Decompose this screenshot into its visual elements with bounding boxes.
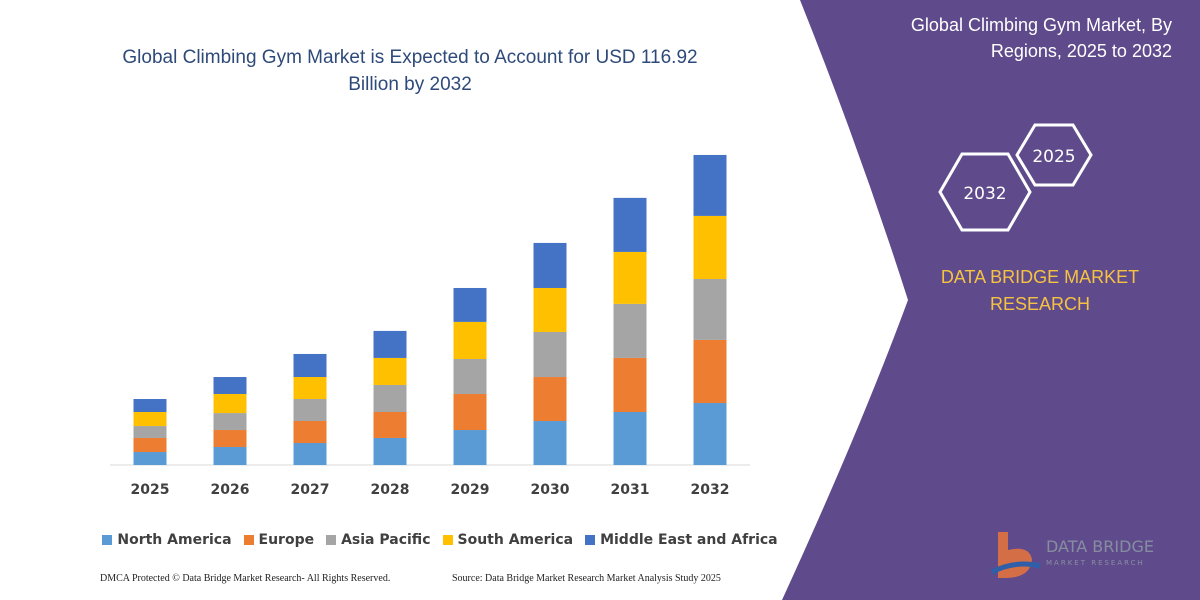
legend-item: Middle East and Africa bbox=[585, 532, 778, 548]
bar-segment bbox=[453, 321, 487, 359]
legend-item: Asia Pacific bbox=[326, 532, 431, 548]
logo-tagline: MARKET RESEARCH bbox=[1046, 559, 1145, 567]
bar-segment bbox=[213, 430, 247, 447]
legend: North America Europe Asia Pacific South Ame… bbox=[102, 532, 778, 548]
legend-label: Asia Pacific bbox=[341, 532, 431, 548]
footer-left: DMCA Protected © Data Bridge Market Rese… bbox=[100, 573, 391, 584]
bar-segment bbox=[533, 377, 567, 422]
bar-segment bbox=[293, 353, 327, 378]
bar-segment bbox=[693, 339, 727, 403]
logo: DATA BRIDGE MARKET RESEARCH bbox=[990, 532, 1154, 578]
bar-segment bbox=[453, 359, 487, 394]
legend-swatch bbox=[243, 535, 254, 545]
legend-label: North America bbox=[117, 532, 232, 548]
logo-mark bbox=[990, 561, 1041, 575]
legend-swatch bbox=[102, 535, 113, 545]
x-tick-label: 2025 bbox=[131, 482, 170, 498]
bar-segment bbox=[693, 215, 727, 279]
brand: DATA BRIDGE MARKET RESEARCH bbox=[940, 267, 1140, 314]
legend-label: Middle East and Africa bbox=[600, 532, 778, 548]
hex-label: 2032 bbox=[963, 184, 1006, 204]
bar-segment bbox=[293, 399, 327, 422]
bar-segment bbox=[453, 287, 487, 322]
legend-swatch bbox=[442, 535, 453, 545]
x-tick-label: 2032 bbox=[691, 482, 730, 498]
bar-segment bbox=[213, 377, 247, 394]
bar-segment bbox=[293, 443, 327, 465]
bar-segment bbox=[533, 287, 567, 332]
hex-label: 2025 bbox=[1032, 147, 1075, 167]
bar-segment bbox=[373, 384, 407, 412]
legend-item: North America bbox=[102, 532, 232, 548]
x-tick-label: 2031 bbox=[611, 482, 650, 498]
legend-item: South America bbox=[442, 532, 574, 548]
bar-segment bbox=[613, 412, 647, 465]
bar-segment bbox=[453, 393, 487, 431]
bar-segment bbox=[693, 402, 727, 465]
bar-segment bbox=[213, 446, 247, 465]
bar-segment bbox=[133, 426, 167, 438]
hexagon bbox=[1015, 123, 1093, 187]
bar-segment bbox=[133, 437, 167, 453]
legend-label: Europe bbox=[258, 532, 315, 548]
x-tick-label: 2028 bbox=[371, 482, 410, 498]
footer-right: Source: Data Bridge Market Research Mark… bbox=[452, 573, 721, 584]
bar-segment bbox=[533, 331, 567, 378]
bar-segment bbox=[293, 421, 327, 444]
bar-segment bbox=[133, 399, 167, 412]
bar-segment bbox=[133, 412, 167, 427]
x-tick-label: 2029 bbox=[451, 482, 490, 498]
x-tick-label: 2030 bbox=[531, 482, 570, 498]
chart-title: Global Climbing Gym Market is Expected t… bbox=[122, 47, 698, 95]
bar-segment bbox=[133, 452, 167, 465]
panel-title: Global Climbing Gym Market, By Regions, … bbox=[910, 15, 1172, 61]
bar-segment bbox=[213, 413, 247, 431]
logo-name: DATA BRIDGE bbox=[1046, 537, 1154, 556]
side-panel bbox=[782, 0, 1200, 600]
bar-segment bbox=[373, 357, 407, 385]
bar-segment bbox=[533, 421, 567, 465]
bar-segment bbox=[293, 377, 327, 400]
bar-segment bbox=[613, 303, 647, 358]
bar-segment bbox=[373, 412, 407, 438]
legend-swatch bbox=[585, 535, 596, 545]
legend-label: South America bbox=[457, 532, 574, 548]
bar-segment bbox=[373, 437, 407, 465]
bar-segment bbox=[213, 393, 247, 414]
bar-segment bbox=[613, 357, 647, 412]
bar-segment bbox=[453, 430, 487, 465]
bar-segment bbox=[693, 278, 727, 340]
x-tick-label: 2027 bbox=[291, 482, 330, 498]
bar-segment bbox=[613, 197, 647, 252]
legend-item: Europe bbox=[243, 532, 315, 548]
bar-segment bbox=[373, 330, 407, 358]
bar-segment bbox=[533, 242, 567, 288]
legend-swatch bbox=[326, 535, 337, 545]
bar-segment bbox=[693, 154, 727, 216]
x-tick-label: 2026 bbox=[211, 482, 250, 498]
hexagon bbox=[938, 152, 1032, 232]
bar-segment bbox=[613, 251, 647, 304]
